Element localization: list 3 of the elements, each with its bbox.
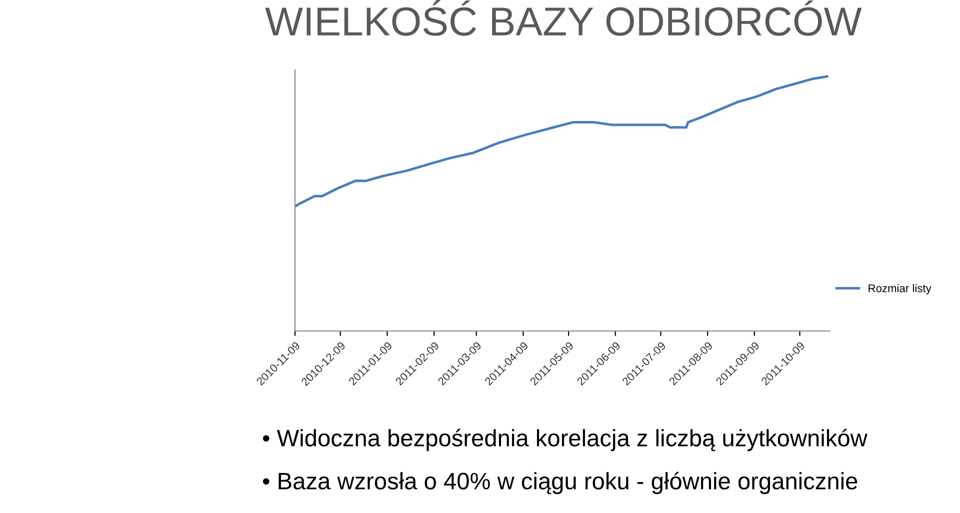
text: • Widoczna bezpośrednia korelacja z liczbą użytkowników <box>262 428 868 452</box>
text: • Baza wzrosła o 40% w ciągu roku - głównie organicznie <box>262 472 858 494</box>
legend-label: Rozmiar listy <box>868 284 932 294</box>
